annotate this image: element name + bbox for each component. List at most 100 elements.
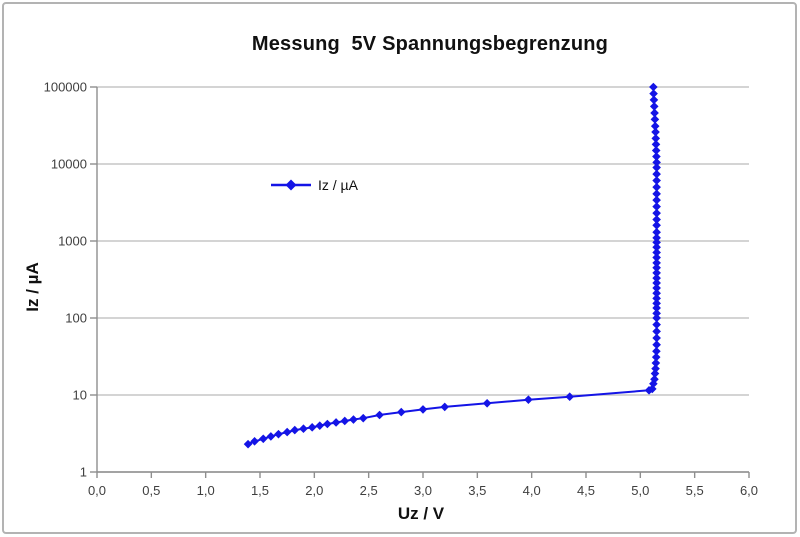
data-point-marker [652, 227, 661, 237]
data-point-marker [652, 303, 661, 313]
x-tick-label: 4,5 [577, 483, 595, 498]
y-tick-label: 10000 [51, 157, 87, 172]
x-tick-label: 6,0 [740, 483, 758, 498]
x-tick-label: 3,0 [414, 483, 432, 498]
x-tick-label: 4,0 [523, 483, 541, 498]
chart-title: Messung 5V Spannungsbegrenzung [251, 33, 609, 55]
legend: Iz / µA [270, 177, 358, 193]
data-point-marker [440, 402, 450, 412]
data-point-marker [650, 369, 660, 378]
data-point-marker [652, 238, 661, 247]
data-point-marker [652, 313, 661, 323]
data-point-marker [482, 399, 492, 408]
data-point-marker [651, 358, 661, 368]
x-tick-label: 3,5 [468, 483, 486, 498]
data-point-marker [290, 425, 300, 435]
data-point-marker [649, 95, 659, 105]
y-tick-label: 1000 [58, 234, 87, 249]
y-tick-label: 1 [80, 465, 87, 480]
data-point-marker [652, 176, 661, 185]
data-point-marker [299, 424, 308, 434]
data-point-marker [243, 439, 253, 449]
x-tick-label: 5,5 [686, 483, 704, 498]
data-point-marker [274, 429, 283, 439]
data-point-marker [349, 415, 358, 424]
data-point-marker [652, 215, 661, 224]
data-point-marker [258, 434, 268, 444]
data-point-marker [652, 278, 661, 288]
data-point-marker [652, 288, 661, 298]
data-point-marker [652, 202, 661, 211]
data-point-marker [418, 405, 428, 414]
data-point-marker [652, 253, 661, 262]
data-point-marker [652, 189, 661, 199]
data-point-marker [524, 395, 533, 404]
data-point-marker [650, 115, 660, 124]
data-point-marker [652, 327, 661, 336]
data-point-marker [651, 127, 660, 137]
data-point-marker [651, 146, 661, 155]
data-point-marker [652, 299, 661, 308]
data-point-marker [396, 407, 406, 417]
data-point-marker [652, 346, 661, 356]
data-point-marker [652, 258, 661, 268]
data-point-marker [358, 413, 368, 423]
legend-label: Iz / µA [318, 177, 358, 193]
data-point-marker [650, 108, 659, 118]
x-tick-label: 0,0 [88, 483, 106, 498]
data-point-marker [652, 169, 661, 179]
data-point-marker [652, 309, 661, 318]
data-point-marker [323, 419, 332, 429]
data-point-marker [652, 158, 661, 167]
data-point-marker [652, 152, 661, 161]
data-point-marker [652, 242, 661, 252]
x-tick-label: 2,5 [360, 483, 378, 498]
data-point-marker [649, 82, 658, 92]
data-point-marker [651, 352, 661, 362]
data-point-marker [651, 364, 660, 373]
data-point-marker [649, 102, 659, 111]
data-point-marker [651, 134, 661, 143]
data-point-marker [315, 421, 325, 430]
data-point-marker [651, 140, 661, 149]
series-line [247, 86, 658, 446]
data-point-marker [652, 163, 661, 172]
y-axis-title: Iz / µA [23, 262, 42, 312]
data-point-marker [340, 416, 350, 426]
data-point-marker [307, 423, 317, 432]
data-point-marker [652, 273, 661, 283]
data-point-marker [652, 320, 661, 329]
x-tick-label: 0,5 [142, 483, 160, 498]
data-point-marker [652, 248, 661, 257]
x-tick-label: 5,0 [631, 483, 649, 498]
data-point-marker [652, 268, 661, 278]
data-point-marker [250, 437, 259, 446]
legend-marker-icon [271, 179, 311, 191]
y-tick-label: 10 [73, 388, 87, 403]
data-point-marker [331, 418, 341, 427]
data-point-marker [652, 263, 661, 273]
data-point-marker [652, 283, 661, 293]
data-point-marker [652, 195, 661, 205]
data-point-marker [375, 410, 384, 420]
x-axis-title: Uz / V [397, 504, 445, 523]
data-point-marker [650, 121, 660, 131]
data-point-marker [652, 333, 661, 343]
data-point-marker [652, 294, 661, 303]
x-tick-label: 1,5 [251, 483, 269, 498]
data-point-marker [652, 182, 661, 192]
data-point-marker [266, 432, 276, 441]
data-point-marker [652, 233, 661, 243]
data-point-marker [652, 340, 661, 350]
data-point-marker [282, 427, 292, 437]
data-point-marker [565, 392, 574, 402]
data-point-marker [650, 374, 659, 384]
x-tick-label: 2,0 [305, 483, 323, 498]
data-point-marker [652, 220, 661, 230]
x-tick-label: 1,0 [197, 483, 215, 498]
y-tick-label: 100 [65, 311, 87, 326]
data-point-marker [649, 89, 658, 98]
y-tick-label: 100000 [44, 80, 87, 95]
